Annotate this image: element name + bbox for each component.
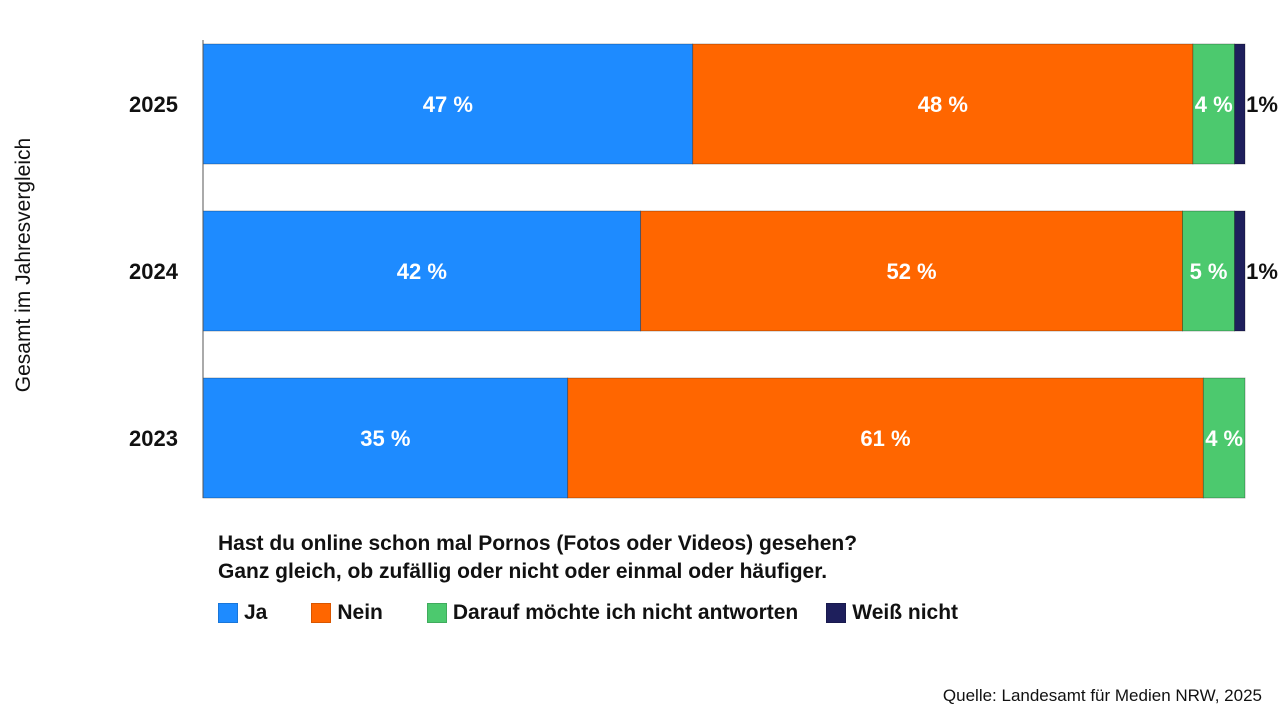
data-label-2023-0: 35 % <box>360 426 410 451</box>
data-label-2024-0: 42 % <box>397 259 447 284</box>
data-label-2023-2: 4 % <box>1205 426 1243 451</box>
legend-item-ja: Ja <box>218 601 267 625</box>
legend-label: Weiß nicht <box>852 601 959 624</box>
category-label-2025: 2025 <box>129 92 178 117</box>
y-axis-label: Gesamt im Jahresvergleich <box>12 137 35 393</box>
legend-swatch <box>826 603 847 623</box>
bar-segment-2023-1 <box>567 377 1204 499</box>
bar-segment-2025-1 <box>692 43 1194 165</box>
legend: Ja Nein Darauf möchte ich nicht antworte… <box>218 601 1002 625</box>
data-label-2025-0: 47 % <box>423 92 473 117</box>
question-line-1: Hast du online schon mal Pornos (Fotos o… <box>218 532 858 555</box>
data-label-2024-1: 52 % <box>886 259 936 284</box>
bar-segment-2023-0 <box>202 377 569 499</box>
category-label-2024: 2024 <box>129 259 179 284</box>
data-label-2024-3: 1% <box>1246 259 1278 284</box>
bar-segment-2024-0 <box>202 210 642 332</box>
data-label-2023-1: 61 % <box>860 426 910 451</box>
legend-item-nein: Nein <box>311 601 383 625</box>
legend-label: Nein <box>337 601 383 624</box>
legend-swatch <box>426 603 447 623</box>
data-label-2025-2: 4 % <box>1195 92 1233 117</box>
legend-item-no-answer: Darauf möchte ich nicht antworten <box>426 601 799 625</box>
legend-swatch <box>311 603 332 623</box>
bar-segment-2025-0 <box>202 43 694 165</box>
category-label-2023: 2023 <box>129 426 178 451</box>
stacked-bar-chart: 2025 47 % 48 % 4 % 1% 2024 42 % 52 % 5 % 1% 2023 35… <box>129 40 1278 499</box>
legend-swatch <box>218 603 238 623</box>
legend-item-dont-know: Weiß nicht <box>826 601 958 625</box>
data-label-2025-3: 1% <box>1246 92 1278 117</box>
bar-segment-2024-2 <box>1182 210 1235 332</box>
bar-segment-2023-2 <box>1202 377 1246 499</box>
legend-label: Darauf möchte ich nicht antworten <box>452 601 799 624</box>
bar-segment-2024-1 <box>640 210 1183 332</box>
question-line-2: Ganz gleich, ob zufällig oder nicht oder… <box>218 560 828 583</box>
source-note: Quelle: Landesamt für Medien NRW, 2025 <box>942 686 1262 705</box>
bar-segment-2025-2 <box>1192 43 1235 165</box>
bar-segment-2025-3 <box>1234 43 1246 165</box>
data-label-2024-2: 5 % <box>1190 259 1228 284</box>
legend-label: Ja <box>244 601 268 624</box>
bar-segment-2024-3 <box>1234 210 1246 332</box>
data-label-2025-1: 48 % <box>918 92 968 117</box>
chart-question: Hast du online schon mal Pornos (Fotos o… <box>218 530 857 586</box>
